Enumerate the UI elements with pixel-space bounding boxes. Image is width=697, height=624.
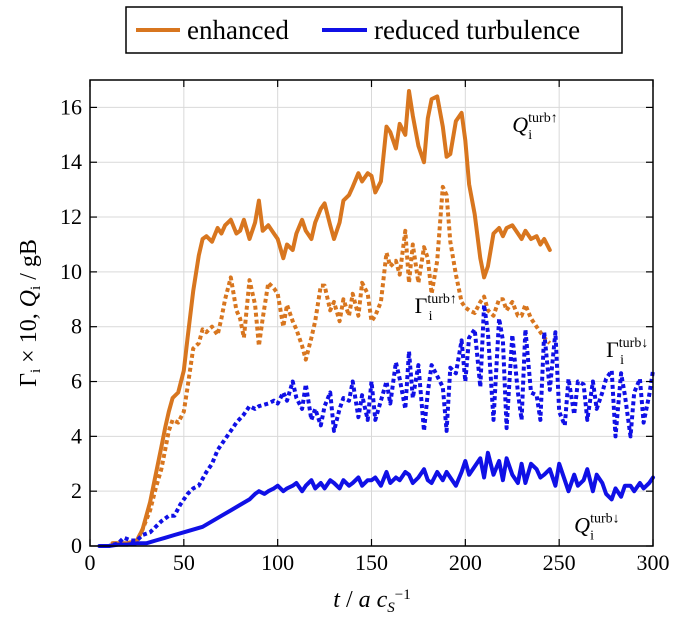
annotation-subscript: i bbox=[528, 128, 532, 143]
x-axis-label: t / a cS−1 bbox=[333, 587, 410, 616]
legend-box bbox=[125, 6, 623, 54]
x-tick-label: 250 bbox=[543, 550, 576, 575]
x-tick-label: 0 bbox=[85, 550, 96, 575]
series-line-enhanced-gamma bbox=[112, 184, 552, 546]
annotation-subscript: i bbox=[620, 353, 624, 368]
y-tick-label: 10 bbox=[60, 259, 82, 284]
annotation-label: Γturb↓ bbox=[606, 336, 648, 362]
x-tick-label: 200 bbox=[449, 550, 482, 575]
grid bbox=[89, 80, 654, 547]
annotation-label: Qturb↓ bbox=[574, 511, 619, 537]
series-group bbox=[97, 89, 655, 548]
series-line-enhanced-q bbox=[110, 89, 552, 546]
y-tick-label: 4 bbox=[71, 423, 82, 448]
x-tick-label: 150 bbox=[355, 550, 388, 575]
annotation-subscript: i bbox=[590, 528, 594, 543]
y-tick-label: 0 bbox=[71, 533, 82, 558]
annotation-label: Qturb↑ bbox=[512, 111, 557, 137]
x-tick-label: 50 bbox=[173, 550, 195, 575]
y-tick-label: 16 bbox=[60, 94, 82, 119]
y-tick-label: 6 bbox=[71, 369, 82, 394]
y-tick-label: 8 bbox=[71, 314, 82, 339]
series-line-reduced-gamma bbox=[99, 302, 655, 548]
y-tick-label: 14 bbox=[60, 149, 82, 174]
y-axis-label: Γi × 10, Qi / gB bbox=[16, 239, 44, 387]
y-tick-label: 12 bbox=[60, 204, 82, 229]
series-line-reduced-q bbox=[97, 450, 655, 548]
x-tick-label: 100 bbox=[261, 550, 294, 575]
legend-label-reduced: reduced turbulence bbox=[374, 15, 580, 45]
annotation-subscript: i bbox=[429, 309, 433, 324]
legend-label-enhanced: enhanced bbox=[187, 15, 289, 45]
y-tick-label: 2 bbox=[71, 478, 82, 503]
x-tick-label: 300 bbox=[637, 550, 670, 575]
annotation-label: Γturb↑ bbox=[415, 292, 457, 318]
legend: enhanced reduced turbulence bbox=[125, 6, 623, 54]
ticks: 0 50 100 150 200 250 300 0 2 4 6 8 10 12 14 16 bbox=[60, 80, 670, 575]
